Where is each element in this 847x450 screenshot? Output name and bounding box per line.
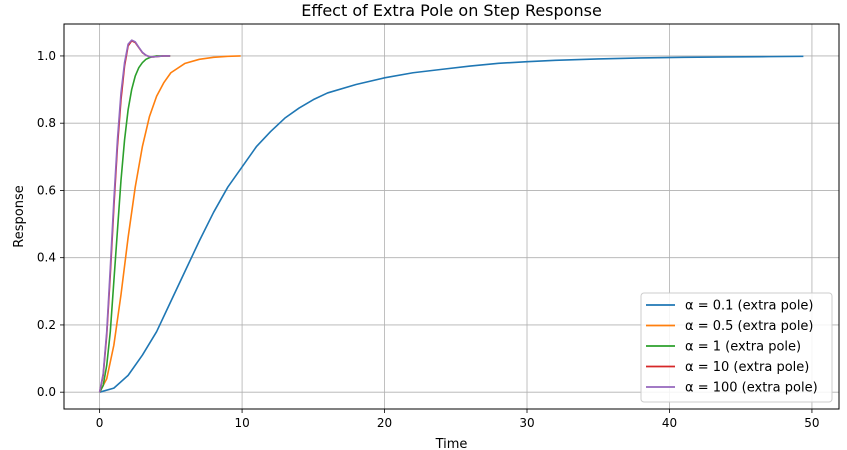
y-tick-label: 0.2: [37, 318, 56, 332]
x-tick-label: 30: [519, 416, 534, 430]
x-tick-label: 0: [96, 416, 104, 430]
y-tick-label: 0.8: [37, 116, 56, 130]
chart-title: Effect of Extra Pole on Step Response: [301, 1, 602, 20]
x-tick-label: 10: [234, 416, 249, 430]
series-line-1: [99, 55, 804, 393]
x-axis-label: Time: [435, 437, 468, 450]
legend-entry: α = 0.5 (extra pole): [685, 319, 814, 334]
legend-entry: α = 100 (extra pole): [685, 381, 818, 396]
legend-frame: [640, 292, 833, 403]
x-tick-label: 20: [377, 416, 392, 430]
y-tick-label: 0.6: [37, 183, 56, 197]
legend-entry: α = 1 (extra pole): [685, 340, 801, 355]
legend-entry: α = 0.1 (extra pole): [685, 299, 814, 314]
series-line-5: [98, 39, 171, 393]
y-tick-label: 0.4: [37, 251, 56, 265]
y-tick-label: 0.0: [37, 385, 56, 399]
y-tick-label: 1.0: [37, 49, 56, 63]
x-tick-label: 40: [662, 416, 677, 430]
series-line-2: [98, 55, 241, 393]
x-tick-label: 50: [804, 416, 819, 430]
y-axis-label: Response: [12, 185, 27, 247]
plot-frame: [63, 23, 840, 410]
legend: α = 0.1 (extra pole) α = 0.5 (extra pole)…: [640, 292, 833, 403]
axis-ticks: 0 10 20 30 40 50 0.0 0.2 0.4 0.6 0.8 1.0: [37, 49, 820, 430]
legend-entry: α = 10 (extra pole): [685, 360, 809, 375]
series-lines: [98, 39, 804, 393]
